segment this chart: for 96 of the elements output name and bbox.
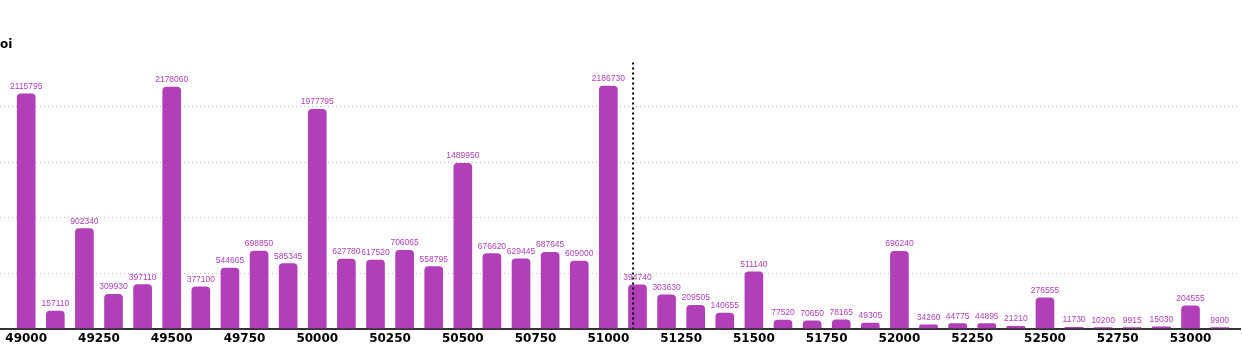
data-label: 303630	[652, 282, 682, 293]
bar	[424, 266, 444, 329]
data-label: 10200	[1091, 314, 1116, 325]
bar	[337, 258, 356, 329]
bar	[977, 323, 997, 329]
data-label: 617520	[361, 247, 390, 258]
x-tick-label: 49250	[78, 330, 120, 345]
data-label: 1977795	[300, 96, 335, 107]
data-label: 209505	[681, 292, 711, 303]
x-tick-label: 49750	[223, 330, 266, 345]
bar	[16, 93, 36, 329]
x-tick-label: 50000	[296, 330, 339, 345]
bar	[773, 319, 793, 329]
bar	[220, 267, 240, 329]
data-label: 309930	[99, 281, 128, 292]
data-label: 157110	[41, 298, 70, 309]
data-label: 21210	[1004, 313, 1028, 324]
bar	[1181, 305, 1200, 329]
x-tick-label: 51250	[660, 330, 702, 345]
data-label: 544665	[215, 255, 245, 266]
bar	[861, 322, 880, 329]
x-tick-label: 52000	[878, 330, 921, 345]
data-label: 11730	[1062, 314, 1086, 325]
data-label: 558795	[419, 253, 449, 264]
x-tick-label: 50750	[514, 330, 557, 345]
bar	[1035, 297, 1055, 329]
data-label: 78165	[829, 307, 854, 318]
bar	[482, 253, 502, 329]
data-label: 609000	[565, 248, 594, 259]
bar	[162, 86, 182, 329]
bar	[45, 310, 65, 329]
bar	[249, 250, 269, 329]
bar	[715, 312, 735, 329]
data-label: 627780	[332, 246, 361, 257]
data-label: 2178060	[155, 74, 189, 85]
bar	[366, 259, 385, 329]
data-label: 394740	[623, 271, 652, 282]
data-label: 9915	[1122, 314, 1143, 325]
bar	[599, 85, 618, 329]
bar	[307, 108, 327, 329]
data-label: 687645	[535, 239, 565, 250]
bar	[395, 249, 414, 329]
data-label: 1489950	[446, 150, 480, 161]
x-tick-label: 51750	[805, 330, 848, 345]
x-tick-label: 50250	[369, 330, 411, 345]
x-tick-label: 50500	[441, 330, 484, 345]
bar	[453, 163, 473, 329]
bar	[802, 320, 822, 329]
data-label: 698850	[244, 238, 274, 249]
bar	[890, 251, 909, 329]
bar	[104, 293, 123, 329]
data-label: 902340	[70, 215, 99, 226]
data-label: 77520	[771, 307, 796, 318]
x-tick-label: 52250	[951, 330, 994, 345]
bar	[191, 286, 211, 329]
x-tick-label: 51000	[587, 330, 630, 345]
x-tick-label: 53000	[1169, 330, 1212, 345]
x-tick-label: 51500	[733, 330, 775, 345]
data-label: 276555	[1030, 285, 1060, 296]
chart-title: oi	[0, 37, 13, 52]
x-tick-label: 52750	[1096, 330, 1139, 345]
bar	[278, 263, 298, 329]
data-label: 9900	[1210, 314, 1230, 325]
x-tick-label: 49500	[150, 330, 193, 345]
bar	[919, 324, 938, 329]
data-label: 49305	[858, 310, 883, 321]
data-label: 44895	[974, 310, 999, 321]
data-label: 511140	[740, 259, 768, 269]
bar	[133, 284, 152, 329]
x-tick-label: 49000	[5, 330, 48, 345]
bar	[540, 252, 560, 329]
bar	[75, 228, 94, 329]
x-tick-label: 52500	[1024, 330, 1066, 345]
data-label: 15030	[1149, 314, 1174, 325]
data-label: 629445	[506, 245, 536, 256]
data-label: 676620	[477, 240, 507, 251]
bar	[657, 294, 676, 329]
bar	[948, 323, 967, 329]
data-label: 140655	[710, 300, 740, 311]
data-label: 70650	[800, 307, 825, 318]
bar	[511, 258, 531, 329]
data-label: 204555	[1176, 293, 1205, 304]
data-label: 44775	[945, 310, 970, 321]
data-label: 706065	[390, 237, 420, 248]
bar	[628, 284, 647, 329]
data-label: 696240	[885, 238, 914, 249]
data-label: 585345	[273, 250, 303, 261]
bar	[686, 305, 706, 329]
data-label: 397110	[128, 271, 157, 282]
data-label: 34260	[916, 311, 941, 322]
bar	[744, 271, 764, 329]
data-label: 2115795	[9, 81, 43, 92]
data-label: 377100	[186, 273, 216, 284]
bar	[569, 260, 589, 329]
bar	[831, 319, 851, 329]
data-label: 2186730	[591, 73, 626, 84]
